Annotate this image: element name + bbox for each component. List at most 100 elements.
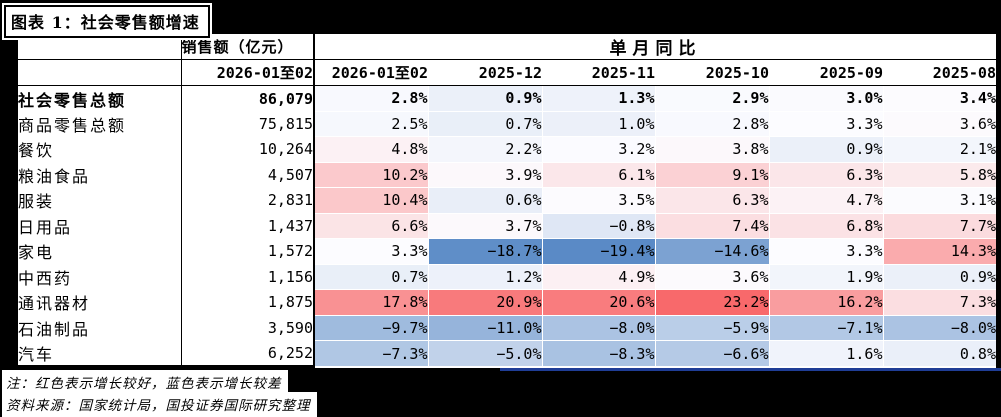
yoy-heatmap-cell: 3.1% <box>882 187 996 213</box>
yoy-heatmap-cell: −8.0% <box>541 314 655 341</box>
yoy-heatmap-cell: −9.7% <box>314 314 428 341</box>
yoy-heatmap-cell: 0.9% <box>882 263 996 290</box>
table-row: 餐饮 10,264 4.8% 2.2% 3.2% 3.8% 0.9% 2.1% <box>17 136 996 162</box>
yoy-heatmap-cell: 3.3% <box>768 110 883 137</box>
row-label: 商品零售总额 <box>17 111 182 137</box>
table-row: 服装 2,831 10.4% 0.6% 3.5% 6.3% 4.7% 3.1% <box>17 187 996 213</box>
period-header: 2025-11 <box>542 59 655 86</box>
yoy-heatmap-cell: −6.6% <box>654 340 769 366</box>
row-label: 餐饮 <box>17 136 182 162</box>
yoy-heatmap-cell: −18.7% <box>427 238 542 264</box>
sales-value: 86,079 <box>181 85 315 111</box>
yoy-heatmap-cell: 6.1% <box>541 161 655 188</box>
yoy-heatmap-cell: 23.2% <box>654 289 769 315</box>
row-label: 粮油食品 <box>17 162 182 188</box>
yoy-heatmap-cell: −19.4% <box>541 238 655 264</box>
yoy-heatmap-cell: 2.8% <box>654 110 769 137</box>
yoy-heatmap-cell: −8.0% <box>882 314 996 341</box>
yoy-heatmap-cell: 3.3% <box>768 238 883 264</box>
yoy-heatmap-cell: 6.3% <box>768 161 883 188</box>
yoy-heatmap-cell: 0.8% <box>882 340 996 366</box>
period-header: 2026-01至02 <box>314 59 428 86</box>
yoy-heatmap-cell: −0.8% <box>541 212 655 239</box>
sales-value: 1,156 <box>181 264 315 290</box>
table-row: 社会零售总额 86,079 2.8% 0.9% 1.3% 2.9% 3.0% 3.4% <box>17 85 996 111</box>
note-color-legend: 注：红色表示增长较好，蓝色表示增长较差 <box>2 370 288 395</box>
yoy-heatmap-cell: 4.9% <box>541 263 655 290</box>
figure-title: 图表 1：社会零售额增速 <box>4 5 210 38</box>
retail-sales-table: 销售额（亿元） 单月同比 2026-01至02 2026-01至02 2025-… <box>16 33 996 368</box>
sales-period-header: 2026-01至02 <box>181 59 315 86</box>
yoy-heatmap-cell: 3.6% <box>882 110 996 137</box>
yoy-heatmap-cell: 0.7% <box>314 263 428 290</box>
yoy-heatmap-cell: 7.4% <box>654 212 769 239</box>
table-body: 社会零售总额 86,079 2.8% 0.9% 1.3% 2.9% 3.0% 3.4% 商品零售… <box>17 85 996 368</box>
yoy-heatmap-cell: 2.5% <box>314 110 428 137</box>
yoy-heatmap-cell: 7.3% <box>882 289 996 315</box>
yoy-heatmap-cell: 0.9% <box>768 136 883 162</box>
yoy-heatmap-cell: 1.2% <box>427 263 542 290</box>
sales-value: 4,507 <box>181 162 315 188</box>
row-label: 社会零售总额 <box>17 85 182 111</box>
yoy-heatmap-cell: 2.9% <box>654 85 769 111</box>
sales-value: 2,831 <box>181 187 315 213</box>
sales-value: 1,572 <box>181 238 315 264</box>
row-label: 石油制品 <box>17 315 182 341</box>
yoy-heatmap-cell: 3.9% <box>427 161 542 188</box>
yoy-heatmap-cell: 3.7% <box>427 212 542 239</box>
yoy-heatmap-cell: 16.2% <box>768 289 883 315</box>
period-header-row: 2026-01至02 2026-01至02 2025-12 2025-11 20… <box>17 59 996 86</box>
yoy-heatmap-cell: 2.8% <box>314 85 428 111</box>
yoy-heatmap-cell: −14.6% <box>654 238 769 264</box>
yoy-heatmap-cell: 14.3% <box>882 238 996 264</box>
yoy-heatmap-cell: 0.9% <box>427 85 542 111</box>
table-row: 中西药 1,156 0.7% 1.2% 4.9% 3.6% 1.9% 0.9% <box>17 263 996 290</box>
yoy-heatmap-cell: 6.6% <box>314 212 428 239</box>
yoy-heatmap-cell: 1.6% <box>768 340 883 366</box>
yoy-heatmap-cell: 2.2% <box>427 136 542 162</box>
label-column-empty-header <box>17 59 182 86</box>
row-label: 服装 <box>17 187 182 213</box>
yoy-heatmap-cell: 5.8% <box>882 161 996 188</box>
period-header: 2025-12 <box>428 59 542 86</box>
sales-value: 6,252 <box>181 340 315 368</box>
group-header-row: 销售额（亿元） 单月同比 <box>17 33 996 60</box>
yoy-heatmap-cell: 6.3% <box>654 187 769 213</box>
sales-value: 10,264 <box>181 136 315 162</box>
table-row: 粮油食品 4,507 10.2% 3.9% 6.1% 9.1% 6.3% 5.8% <box>17 161 996 188</box>
yoy-heatmap-cell: 2.1% <box>882 136 996 162</box>
yoy-heatmap-cell: 10.4% <box>314 187 428 213</box>
note-data-source: 资料来源：国家统计局，国投证券国际研究整理 <box>2 392 317 417</box>
yoy-heatmap-cell: 1.0% <box>541 110 655 137</box>
row-label: 汽车 <box>17 340 182 368</box>
table-row: 石油制品 3,590 −9.7% −11.0% −8.0% −5.9% −7.1% −8.0% <box>17 314 996 341</box>
row-label: 家电 <box>17 238 182 264</box>
sales-value: 3,590 <box>181 315 315 341</box>
yoy-heatmap-cell: 1.3% <box>541 85 655 111</box>
yoy-heatmap-cell: −7.3% <box>314 340 428 366</box>
yoy-heatmap-cell: 3.6% <box>654 263 769 290</box>
table-row: 家电 1,572 3.3% −18.7% −19.4% −14.6% 3.3% 14.3% <box>17 238 996 264</box>
period-header: 2025-10 <box>655 59 769 86</box>
yoy-group-header: 单月同比 <box>314 33 996 60</box>
figure-title-text: 图表 1：社会零售额增速 <box>11 13 200 32</box>
sales-value: 1,875 <box>181 289 315 315</box>
table-row: 汽车 6,252 −7.3% −5.0% −8.3% −6.6% 1.6% 0.8% <box>17 340 996 368</box>
period-header: 2025-09 <box>769 59 883 86</box>
yoy-heatmap-cell: −7.1% <box>768 314 883 341</box>
yoy-heatmap-cell: −8.3% <box>541 340 655 366</box>
bottom-blue-rule <box>500 368 1001 371</box>
yoy-heatmap-cell: 3.0% <box>768 85 883 111</box>
row-label: 日用品 <box>17 213 182 239</box>
yoy-heatmap-cell: −11.0% <box>427 314 542 341</box>
row-label: 中西药 <box>17 264 182 290</box>
table-row: 通讯器材 1,875 17.8% 20.9% 20.6% 23.2% 16.2% 7.3% <box>17 289 996 315</box>
yoy-heatmap-cell: 20.6% <box>541 289 655 315</box>
yoy-heatmap-cell: −5.0% <box>427 340 542 366</box>
yoy-heatmap-cell: 9.1% <box>654 161 769 188</box>
table-row: 商品零售总额 75,815 2.5% 0.7% 1.0% 2.8% 3.3% 3.6% <box>17 110 996 137</box>
sales-value: 1,437 <box>181 213 315 239</box>
yoy-heatmap-cell: 1.9% <box>768 263 883 290</box>
yoy-heatmap-cell: 6.8% <box>768 212 883 239</box>
yoy-heatmap-cell: 17.8% <box>314 289 428 315</box>
